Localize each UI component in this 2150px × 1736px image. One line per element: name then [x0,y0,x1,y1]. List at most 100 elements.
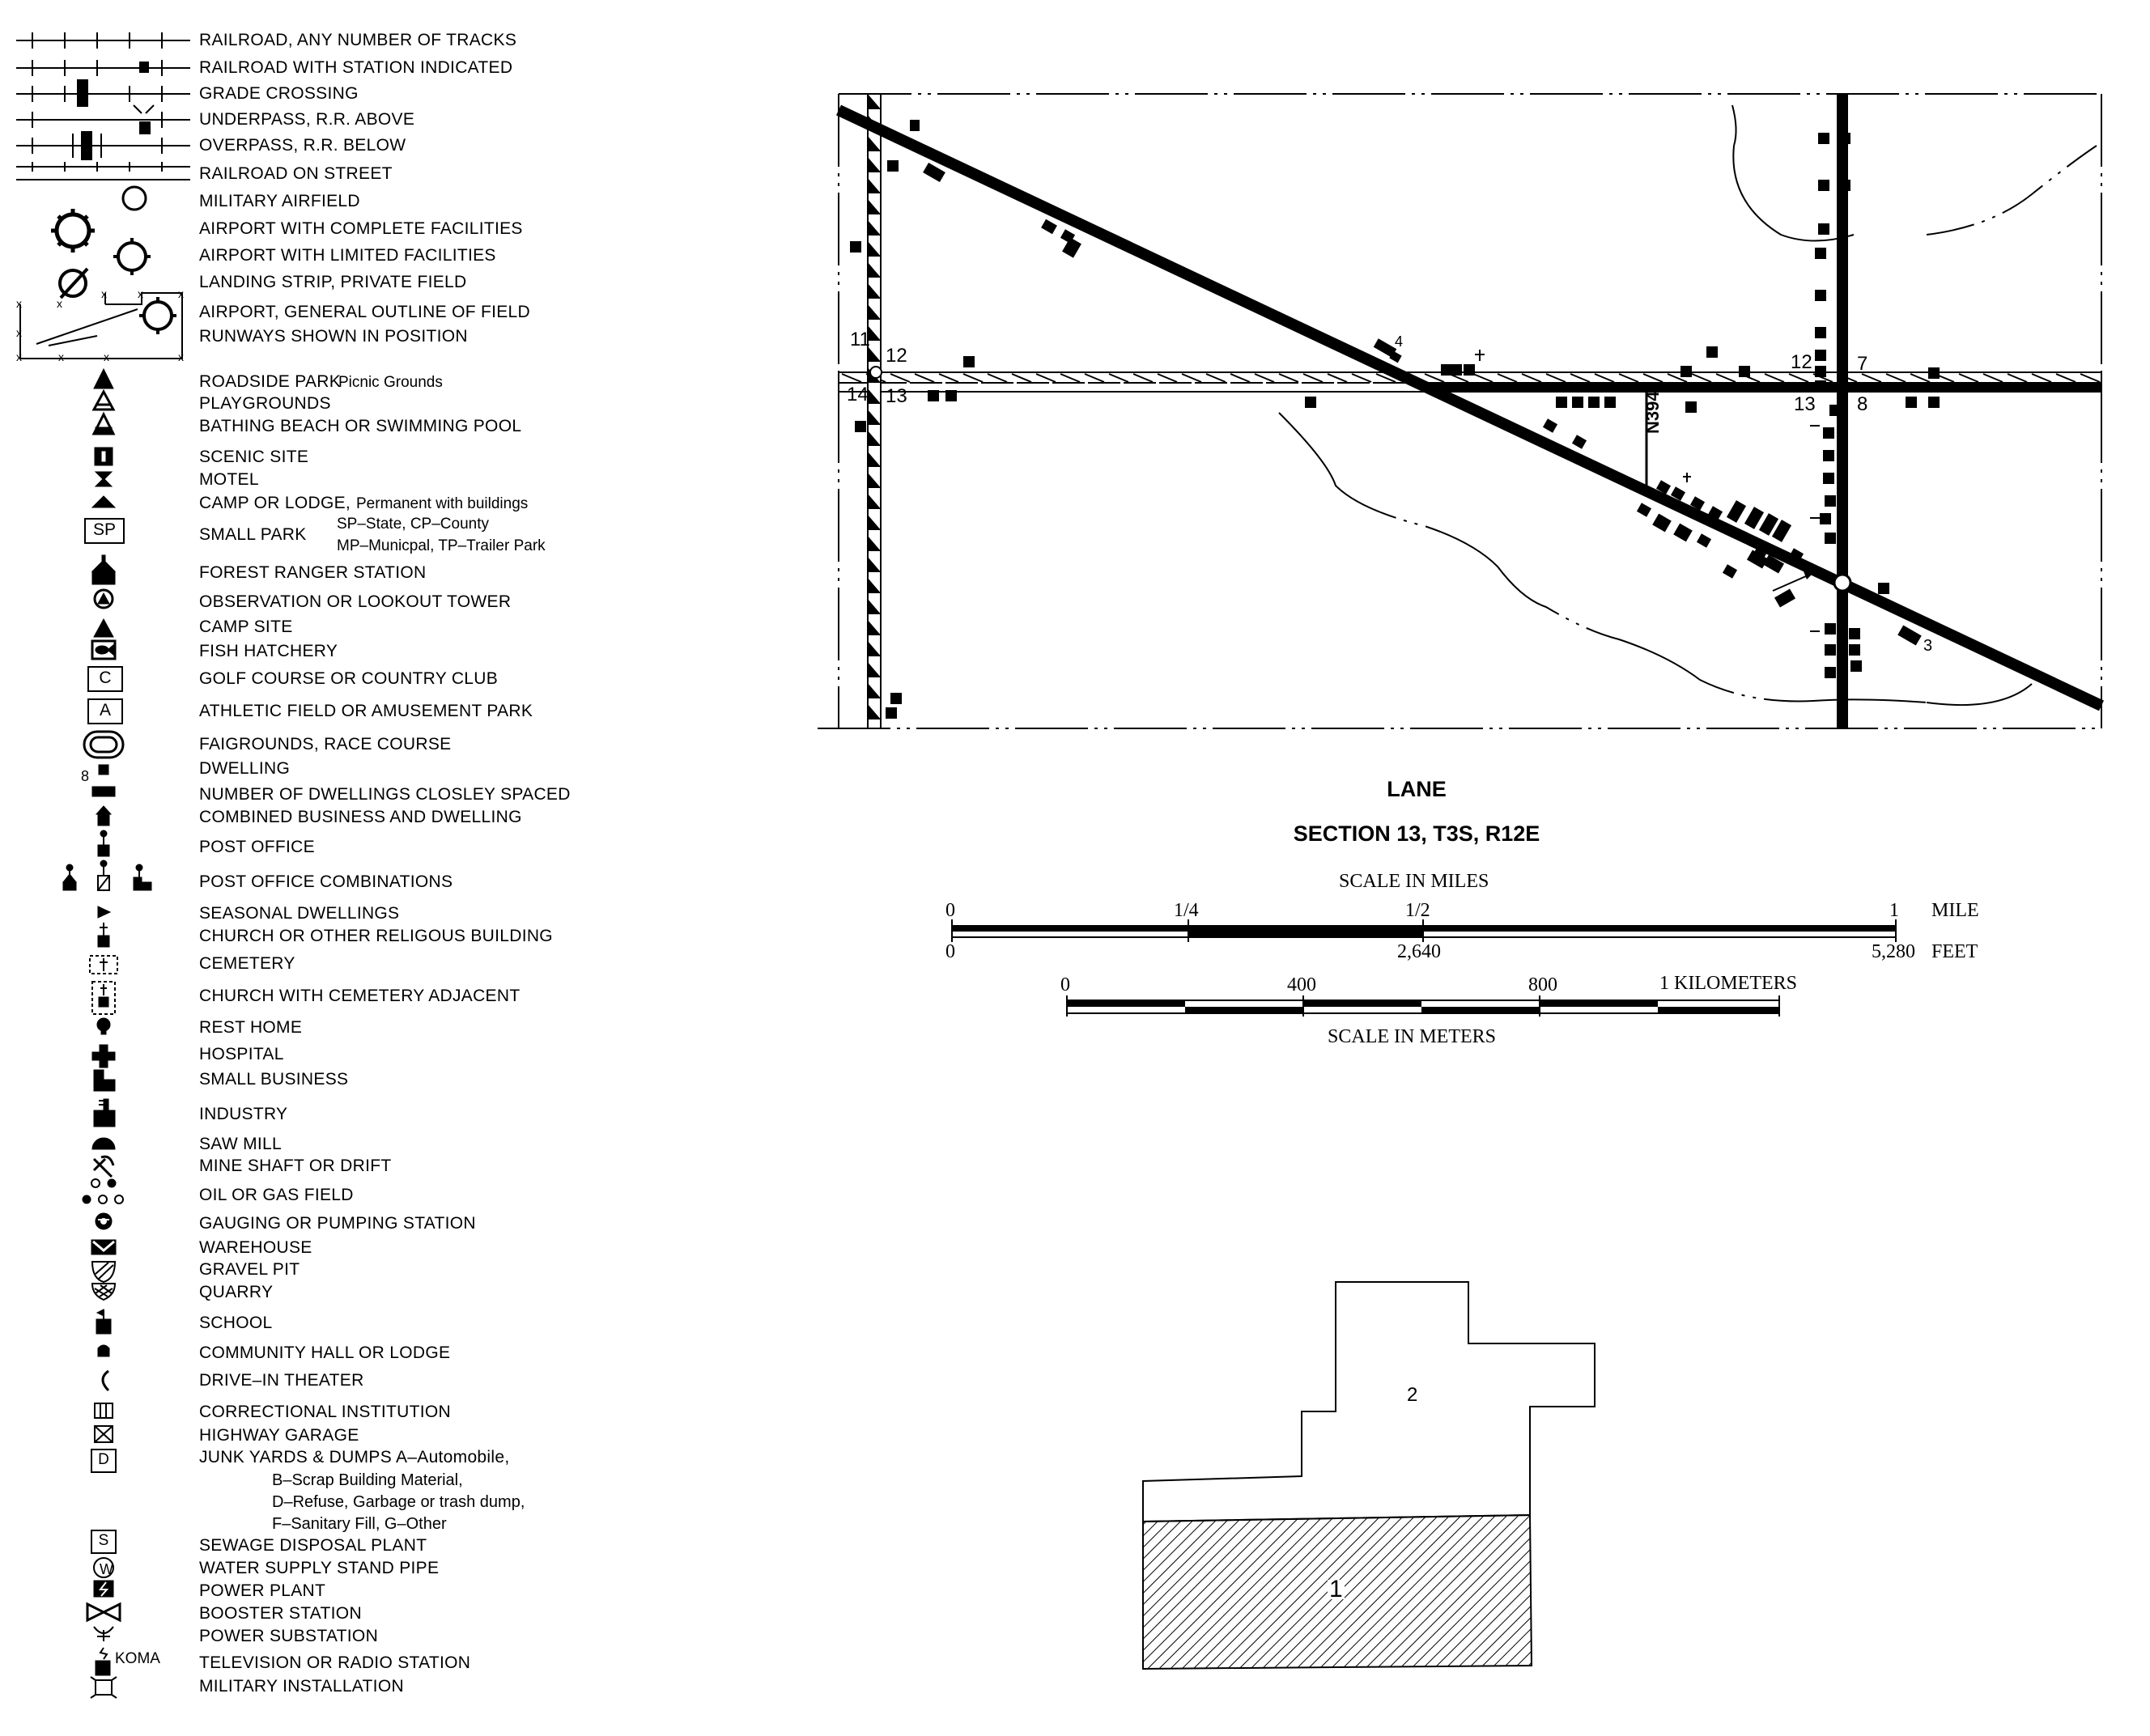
legend-label: AIRPORT, GENERAL OUTLINE OF FIELD [199,303,530,321]
dwelling-marker [850,241,861,253]
dwelling-marker [1722,564,1738,579]
dwelling-marker [1815,290,1826,301]
sp-box-symbol: SP [84,518,125,544]
legend-label: SCENIC SITE [199,448,309,466]
legend-label: WATER SUPPLY STAND PIPE [199,1559,440,1577]
road-hatch [1642,373,1663,383]
dwelling-marker [1041,219,1057,235]
dwelling-marker [1815,248,1826,259]
dwelling-marker [1762,554,1785,574]
road-hatch [1691,373,1712,383]
legend-label: RAILROAD, ANY NUMBER OF TRACKS [199,31,517,49]
road-hatch [1181,373,1202,383]
road-hatch [1108,373,1129,383]
road-hatch [1958,373,1979,383]
road-hatch [1375,373,1396,383]
svg-text:x: x [178,287,184,300]
dwelling-number: 8 [81,768,90,784]
koma-label: KOMA [115,1650,160,1667]
dwelling-marker [1825,533,1836,544]
road-hatch [869,284,882,299]
dwelling-marker [1906,397,1917,408]
dwelling-marker [886,707,897,719]
legend-label: ROADSIDE PARK [199,372,342,391]
road-hatch [869,516,882,530]
legend-label: HIGHWAY GARAGE [199,1426,359,1445]
legend-sublabel: D–Refuse, Garbage or trash dump, [272,1493,525,1511]
road-hatch [869,621,882,635]
dwelling-marker [1571,435,1587,449]
dwelling-marker [1823,473,1834,484]
road-hatch [1351,373,1372,383]
legend-label: POST OFFICE [199,838,315,856]
scale-tick-label: 800 [1528,974,1557,995]
legend-label: COMBINED BUSINESS AND DWELLING [199,808,522,826]
dwelling-count-label: 4 [1395,333,1404,350]
road-hatch [869,663,882,677]
dwelling-marker [1897,625,1922,646]
svg-text:x: x [58,350,64,363]
svg-text:x: x [104,350,109,363]
road-hatch [1545,373,1566,383]
legend-label: LANDING STRIP, PRIVATE FIELD [199,273,467,291]
svg-text:x: x [16,297,22,310]
legend-label: BOOSTER STATION [199,1604,362,1623]
dwelling-marker [1815,350,1826,361]
legend-sublabel: B–Scrap Building Material, [272,1471,463,1489]
svg-text:x: x [16,326,22,339]
dwelling-marker [1373,338,1397,358]
dwelling-marker [1823,450,1834,461]
road-hatch [1060,373,1081,383]
road-hatch [1715,373,1736,383]
scale-tick-label: 0 [945,941,955,962]
road-hatch [1327,373,1348,383]
road-hatch [2080,373,2101,383]
road-hatch [869,158,882,172]
road-hatch [869,473,882,488]
legend-label: INDUSTRY [199,1105,288,1123]
dwelling-marker [1849,628,1860,639]
section-number-7: 7 [1857,353,1868,375]
dwelling-marker [1696,533,1712,548]
dwelling-marker [1604,397,1616,408]
road-hatch [869,705,882,719]
map-title: LANE [1387,777,1447,801]
dwelling-marker [1815,380,1826,392]
legend-label: GOLF COURSE OR COUNTRY CLUB [199,669,499,688]
road-hatch [869,410,882,425]
section-number-13: 13 [1794,393,1816,415]
legend-label: BATHING BEACH OR SWIMMING POOL [199,417,522,435]
dwelling-marker [1928,397,1940,408]
road-hatch [1230,373,1251,383]
dwelling-marker [1673,523,1693,542]
legend-label: WAREHOUSE [199,1238,312,1257]
legend-label: UNDERPASS, R.R. ABOVE [199,110,415,129]
road-hatch [1885,373,1906,383]
dwelling-marker [1739,366,1750,377]
dwelling-marker [1818,133,1829,144]
road-hatch [869,558,882,572]
legend-label: SAW MILL [199,1135,282,1153]
dwelling-marker [1670,486,1686,501]
scale-tick-label: 2,640 [1397,941,1441,962]
dwelling-marker [1829,405,1841,416]
road-hatch [2007,373,2028,383]
legend-label: SEASONAL DWELLINGS [199,904,400,923]
dwelling-marker [1588,397,1600,408]
road-hatch [869,305,882,320]
road-hatch [1788,373,1809,383]
dwelling-marker [1825,495,1836,507]
legend-label: FAIGROUNDS, RACE COURSE [199,735,452,753]
dwelling-marker [945,390,957,401]
legend-label: GAUGING OR PUMPING STATION [199,1214,476,1233]
legend-label: CORRECTIONAL INSTITUTION [199,1403,451,1421]
road-hatch [1424,373,1445,383]
dwelling-marker [1818,180,1829,191]
dwelling-count-label: 3 [1923,637,1933,655]
svg-text:x: x [138,287,143,300]
road-hatch [869,389,882,404]
scale-tick-label: 1/2 [1405,900,1430,921]
legend-label: SMALL PARK [199,525,307,544]
legend-label: FOREST RANGER STATION [199,563,427,582]
